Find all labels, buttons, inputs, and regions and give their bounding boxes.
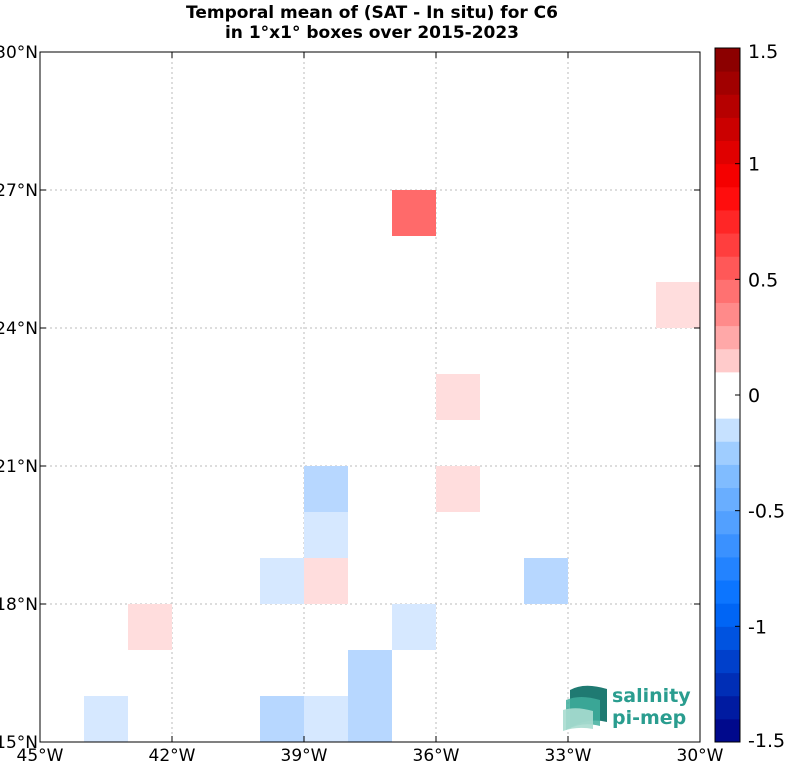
- x-tick-label: 42°W: [149, 746, 196, 763]
- y-axis-ticks: 15°N 18°N 21°N 24°N 27°N 30°N: [0, 43, 700, 753]
- colorbar-segment: [715, 233, 740, 257]
- logo-text-pi-mep: pi-mep: [612, 707, 686, 729]
- y-tick-label: 24°N: [0, 319, 38, 339]
- colorbar-tick-label: -1: [748, 616, 767, 638]
- colorbar-segment: [715, 117, 740, 142]
- heatmap-cell: [392, 190, 436, 236]
- colorbar-ticks: 1.5 1 0.5 0 -0.5 -1 -1.5: [735, 41, 785, 752]
- colorbar-segment: [715, 603, 740, 627]
- heatmap-cell: [392, 604, 436, 650]
- colorbar-segment: [715, 94, 740, 118]
- colorbar-segment: [715, 279, 740, 303]
- colorbar-segment: [715, 464, 740, 489]
- heatmap-cell: [304, 558, 348, 604]
- heatmap-cell: [260, 558, 304, 604]
- colorbar: [714, 47, 741, 743]
- heatmap-cell: [304, 696, 348, 742]
- heatmap-cell: [84, 696, 128, 742]
- heatmap-cell: [656, 282, 700, 328]
- colorbar-segment: [715, 163, 740, 188]
- heatmap-cell: [436, 466, 480, 512]
- x-axis-ticks: 45°W 42°W 39°W 36°W 33°W 30°W: [17, 52, 724, 763]
- colorbar-segment: [715, 510, 740, 535]
- colorbar-tick-label: 0: [748, 385, 760, 407]
- colorbar-segment: [715, 209, 740, 234]
- colorbar-segment: [715, 256, 740, 280]
- heatmap-cell: [260, 696, 304, 742]
- heatmap-cell: [304, 466, 348, 512]
- x-tick-label: 45°W: [17, 746, 64, 763]
- heatmap-cell: [348, 650, 392, 696]
- colorbar-segment: [715, 48, 740, 72]
- heatmap-cell: [348, 696, 392, 742]
- colorbar-segment: [715, 718, 740, 743]
- colorbar-segment: [715, 186, 740, 211]
- colorbar-segment: [715, 649, 740, 674]
- colorbar-segment: [715, 371, 740, 396]
- colorbar-segment: [715, 395, 740, 419]
- x-tick-label: 33°W: [545, 746, 592, 763]
- colorbar-segment: [715, 580, 740, 604]
- colorbar-segment: [715, 140, 740, 165]
- colorbar-segment: [715, 325, 740, 350]
- x-tick-label: 36°W: [413, 746, 460, 763]
- colorbar-segment: [715, 302, 740, 327]
- x-tick-label: 39°W: [281, 746, 328, 763]
- colorbar-segment: [715, 533, 740, 558]
- colorbar-segment: [715, 71, 740, 95]
- colorbar-segment: [715, 487, 740, 512]
- heatmap-cell: [128, 604, 172, 650]
- colorbar-tick-label: -1.5: [748, 730, 785, 752]
- colorbar-tick-label: 1.5: [748, 41, 778, 63]
- logo-icon: [563, 685, 607, 731]
- colorbar-tick-label: 0.5: [748, 269, 778, 291]
- colorbar-segment: [715, 348, 740, 373]
- data-cells: [84, 190, 700, 742]
- heatmap-cell: [524, 558, 568, 604]
- plot-frame: [39, 51, 701, 743]
- colorbar-segment: [715, 626, 740, 650]
- salinity-pi-mep-logo: salinity pi-mep: [563, 685, 691, 731]
- chart-title-line1: Temporal mean of (SAT - In situ) for C6: [186, 3, 558, 23]
- colorbar-segment: [715, 695, 740, 720]
- colorbar-tick-label: 1: [748, 154, 760, 176]
- colorbar-segment: [715, 441, 740, 465]
- x-tick-label: 30°W: [677, 746, 724, 763]
- logo-text-salinity: salinity: [612, 685, 691, 707]
- heatmap-cell: [436, 374, 480, 420]
- colorbar-segment: [715, 672, 740, 697]
- y-tick-label: 27°N: [0, 181, 38, 201]
- colorbar-tick-label: -0.5: [748, 501, 785, 523]
- heatmap-cell: [304, 512, 348, 558]
- y-tick-label: 30°N: [0, 43, 38, 63]
- colorbar-segment: [715, 418, 740, 442]
- y-tick-label: 18°N: [0, 595, 38, 615]
- y-tick-label: 15°N: [0, 733, 38, 753]
- chart-title-line2: in 1°x1° boxes over 2015-2023: [225, 23, 519, 43]
- y-tick-label: 21°N: [0, 457, 38, 477]
- colorbar-segment: [715, 556, 740, 581]
